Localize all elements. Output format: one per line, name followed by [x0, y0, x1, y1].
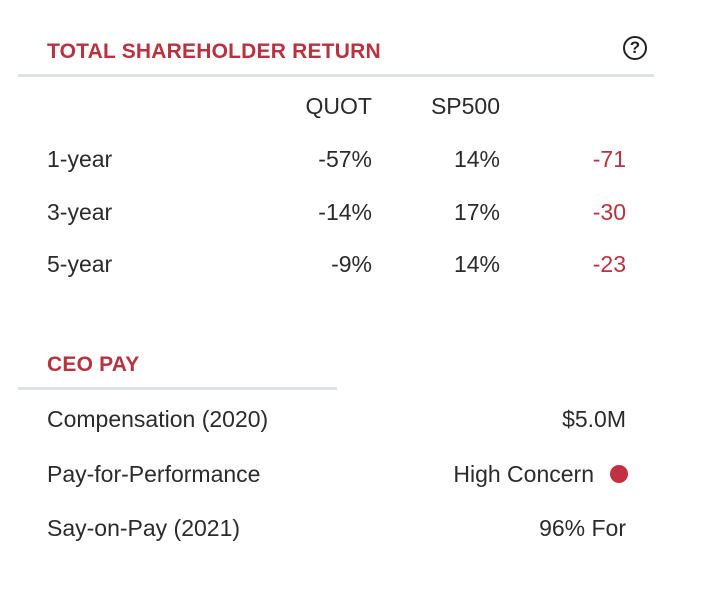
- column-header-quot: QUOT: [305, 93, 372, 119]
- column-header-sp500: SP500: [430, 93, 500, 119]
- difference-value: -71: [592, 146, 626, 172]
- compensation-value: $5.0M: [562, 406, 626, 432]
- quot-value: -14%: [318, 199, 372, 225]
- quot-value: -57%: [318, 146, 372, 172]
- period-label: 1-year: [47, 146, 113, 172]
- difference-value: -30: [592, 199, 626, 225]
- sp500-value: 14%: [453, 251, 500, 277]
- concern-indicator-dot: [610, 464, 628, 483]
- tsr-divider: [18, 74, 654, 77]
- ceo-pay-divider: [18, 387, 337, 390]
- compensation-label: Compensation (2020): [47, 406, 269, 432]
- pay-for-performance-value: High Concern: [453, 461, 594, 487]
- period-label: 3-year: [47, 199, 113, 225]
- ceo-pay-title: CEO PAY: [47, 353, 140, 376]
- say-on-pay-label: Say-on-Pay (2021): [47, 515, 241, 541]
- difference-value: -23: [592, 251, 626, 277]
- sp500-value: 14%: [453, 146, 500, 172]
- pay-for-performance-label: Pay-for-Performance: [47, 461, 261, 487]
- sp500-value: 17%: [453, 199, 500, 225]
- period-label: 5-year: [47, 251, 113, 277]
- pay-for-performance-status: High Concern: [360, 460, 628, 488]
- say-on-pay-value: 96% For: [539, 515, 626, 541]
- question-circle-icon[interactable]: ?: [623, 36, 647, 60]
- quot-value: -9%: [331, 251, 372, 277]
- tsr-title: TOTAL SHAREHOLDER RETURN: [47, 40, 381, 63]
